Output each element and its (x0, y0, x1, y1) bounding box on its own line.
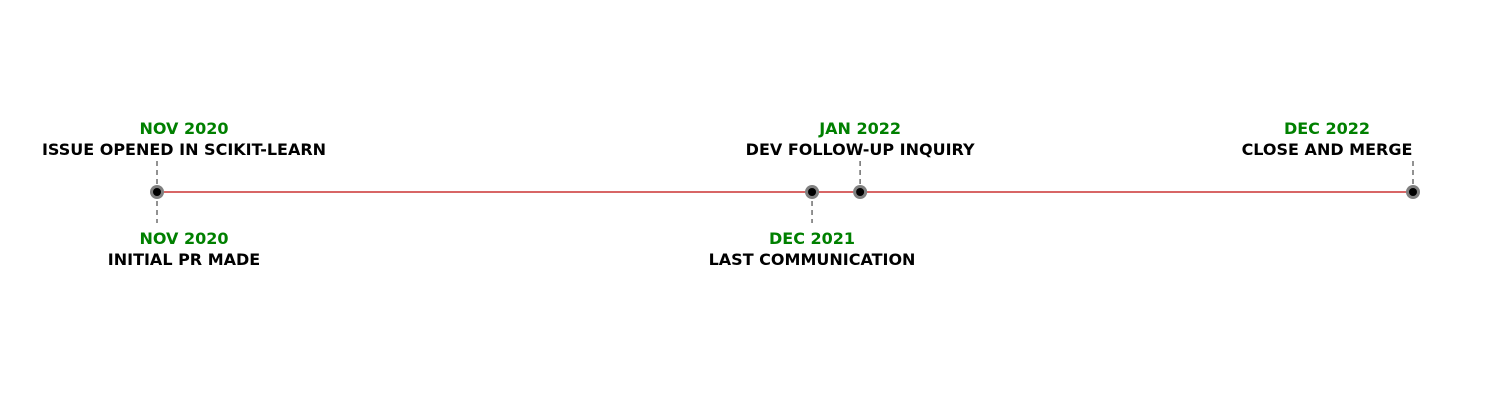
event-date: NOV 2020 (139, 119, 229, 138)
event-marker-dev-follow-up (853, 185, 868, 199)
event-label-initial-pr: NOV 2020 INITIAL PR MADE (4, 228, 364, 270)
event-marker-issue-opened (150, 185, 164, 199)
event-label-close-and-merge: DEC 2022 CLOSE AND MERGE (1147, 118, 1507, 160)
event-title: INITIAL PR MADE (107, 250, 261, 269)
event-marker-last-communication (805, 185, 820, 199)
event-date: JAN 2022 (819, 119, 902, 138)
event-label-issue-opened: NOV 2020 ISSUE OPENED IN SCIKIT-LEARN (4, 118, 364, 160)
event-title: LAST COMMUNICATION (708, 250, 916, 269)
event-marker-close-and-merge (1406, 185, 1420, 199)
event-label-dev-follow-up: JAN 2022 DEV FOLLOW-UP INQUIRY (680, 118, 1040, 160)
event-label-last-communication: DEC 2021 LAST COMMUNICATION (632, 228, 992, 270)
event-title: ISSUE OPENED IN SCIKIT-LEARN (41, 140, 327, 159)
event-title: CLOSE AND MERGE (1241, 140, 1413, 159)
event-date: DEC 2021 (769, 229, 856, 248)
event-title: DEV FOLLOW-UP INQUIRY (745, 140, 975, 159)
event-date: DEC 2022 (1283, 119, 1371, 138)
event-date: NOV 2020 (139, 229, 229, 248)
